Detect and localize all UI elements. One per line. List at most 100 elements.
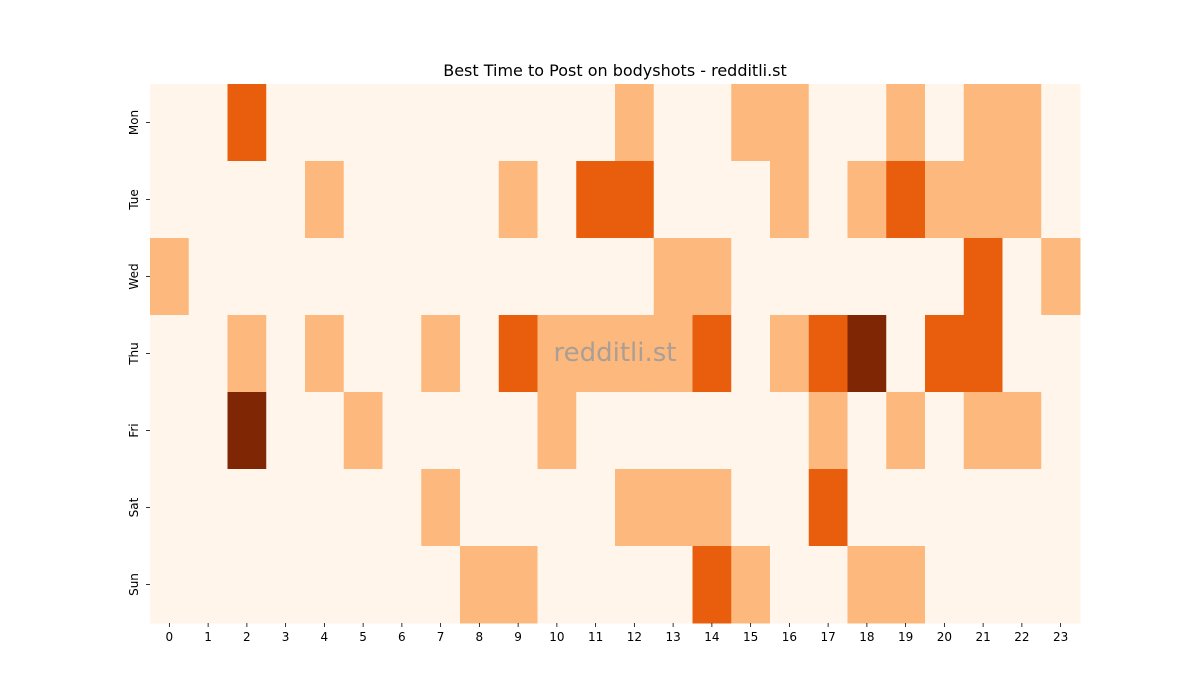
heatmap-cell-sun-14 (692, 546, 732, 624)
heatmap-cell-sun-17 (808, 546, 848, 624)
heatmap-cell-thu-4 (305, 315, 345, 393)
heatmap-cell-tue-17 (808, 161, 848, 239)
x-tick-label: 23 (1053, 630, 1068, 644)
heatmap-cell-fri-16 (770, 392, 810, 470)
heatmap-cell-sun-18 (847, 546, 887, 624)
heatmap-cell-thu-3 (266, 315, 306, 393)
heatmap-cell-wed-21 (963, 238, 1003, 316)
heatmap-cell-fri-22 (1002, 392, 1042, 470)
heatmap-cell-tue-13 (653, 161, 693, 239)
y-tick-label: Tue (127, 189, 141, 211)
heatmap-cell-wed-6 (382, 238, 422, 316)
heatmap-cell-wed-18 (847, 238, 887, 316)
heatmap-cell-wed-10 (537, 238, 577, 316)
heatmap-cell-sat-8 (460, 469, 500, 547)
heatmap-cell-mon-3 (266, 84, 306, 162)
watermark: redditli.st (554, 338, 677, 368)
heatmap-cell-sat-12 (615, 469, 655, 547)
heatmap-cell-sat-21 (963, 469, 1003, 547)
x-tick-label: 13 (665, 630, 680, 644)
heatmap-cell-thu-21 (963, 315, 1003, 393)
x-tick-label: 5 (359, 630, 367, 644)
heatmap-cell-fri-11 (576, 392, 616, 470)
heatmap-cell-wed-8 (460, 238, 500, 316)
heatmap-cell-tue-2 (227, 161, 267, 239)
heatmap-cell-thu-23 (1041, 315, 1081, 393)
heatmap-cell-tue-7 (421, 161, 461, 239)
heatmap-cell-wed-2 (227, 238, 267, 316)
heatmap-cell-thu-15 (731, 315, 771, 393)
heatmap-cell-thu-7 (421, 315, 461, 393)
heatmap-cell-wed-12 (615, 238, 655, 316)
heatmap-cell-thu-10 (537, 315, 577, 393)
heatmap-cell-fri-1 (188, 392, 228, 470)
heatmap-cell-sat-1 (188, 469, 228, 547)
chart-title: Best Time to Post on bodyshots - redditl… (443, 61, 787, 80)
heatmap-cell-thu-1 (188, 315, 228, 393)
y-tick-label: Fri (127, 423, 141, 437)
heatmap-cell-wed-9 (498, 238, 538, 316)
heatmap-cell-sun-21 (963, 546, 1003, 624)
x-tick-label: 14 (704, 630, 719, 644)
heatmap-cell-wed-16 (770, 238, 810, 316)
heatmap-cell-fri-8 (460, 392, 500, 470)
heatmap-cell-mon-0 (150, 84, 190, 162)
heatmap-cell-sun-6 (382, 546, 422, 624)
heatmap-cell-fri-20 (925, 392, 965, 470)
heatmap-cell-thu-0 (150, 315, 190, 393)
heatmap-cell-fri-4 (305, 392, 345, 470)
heatmap-cell-fri-10 (537, 392, 577, 470)
heatmap-cell-wed-13 (653, 238, 693, 316)
heatmap-cell-mon-2 (227, 84, 267, 162)
y-tick-label: Mon (127, 110, 141, 135)
heatmap-cell-tue-14 (692, 161, 732, 239)
heatmap-cell-mon-16 (770, 84, 810, 162)
heatmap-cell-tue-8 (460, 161, 500, 239)
heatmap-cell-wed-23 (1041, 238, 1081, 316)
heatmap-cell-fri-15 (731, 392, 771, 470)
y-tick-label: Sun (127, 573, 141, 596)
heatmap-cell-wed-7 (421, 238, 461, 316)
heatmap-cell-mon-1 (188, 84, 228, 162)
heatmap-cell-sat-20 (925, 469, 965, 547)
heatmap-cell-tue-19 (886, 161, 926, 239)
heatmap-cell-fri-17 (808, 392, 848, 470)
heatmap-cell-fri-14 (692, 392, 732, 470)
heatmap-cell-fri-5 (343, 392, 383, 470)
heatmap-cell-sat-23 (1041, 469, 1081, 547)
heatmap-cell-mon-4 (305, 84, 345, 162)
heatmap-cell-mon-13 (653, 84, 693, 162)
heatmap-cell-sun-10 (537, 546, 577, 624)
heatmap-cell-thu-9 (498, 315, 538, 393)
heatmap-cell-tue-9 (498, 161, 538, 239)
heatmap-cell-tue-18 (847, 161, 887, 239)
y-axis-ticks: Mon Tue Wed Thu Fri Sat Sun (127, 110, 150, 596)
heatmap-cell-thu-19 (886, 315, 926, 393)
x-tick-label: 6 (398, 630, 406, 644)
heatmap-cell-tue-5 (343, 161, 383, 239)
heatmap-cell-mon-15 (731, 84, 771, 162)
x-tick-label: 3 (282, 630, 290, 644)
heatmap-cell-sat-3 (266, 469, 306, 547)
heatmap-cell-sun-15 (731, 546, 771, 624)
heatmap-cell-thu-2 (227, 315, 267, 393)
heatmap-cell-sat-11 (576, 469, 616, 547)
heatmap-cell-wed-1 (188, 238, 228, 316)
x-tick-label: 10 (549, 630, 564, 644)
heatmap-cell-sat-2 (227, 469, 267, 547)
heatmap-cell-wed-3 (266, 238, 306, 316)
x-tick-label: 16 (782, 630, 797, 644)
heatmap-cell-mon-18 (847, 84, 887, 162)
heatmap-cell-tue-11 (576, 161, 616, 239)
x-tick-label: 7 (437, 630, 445, 644)
heatmap-cell-mon-10 (537, 84, 577, 162)
x-tick-label: 17 (820, 630, 835, 644)
heatmap-cell-sat-13 (653, 469, 693, 547)
heatmap-cell-sun-11 (576, 546, 616, 624)
heatmap-cell-fri-19 (886, 392, 926, 470)
heatmap-cell-tue-21 (963, 161, 1003, 239)
x-tick-label: 9 (514, 630, 522, 644)
x-tick-label: 21 (975, 630, 990, 644)
heatmap-cell-mon-11 (576, 84, 616, 162)
heatmap-cell-sun-16 (770, 546, 810, 624)
